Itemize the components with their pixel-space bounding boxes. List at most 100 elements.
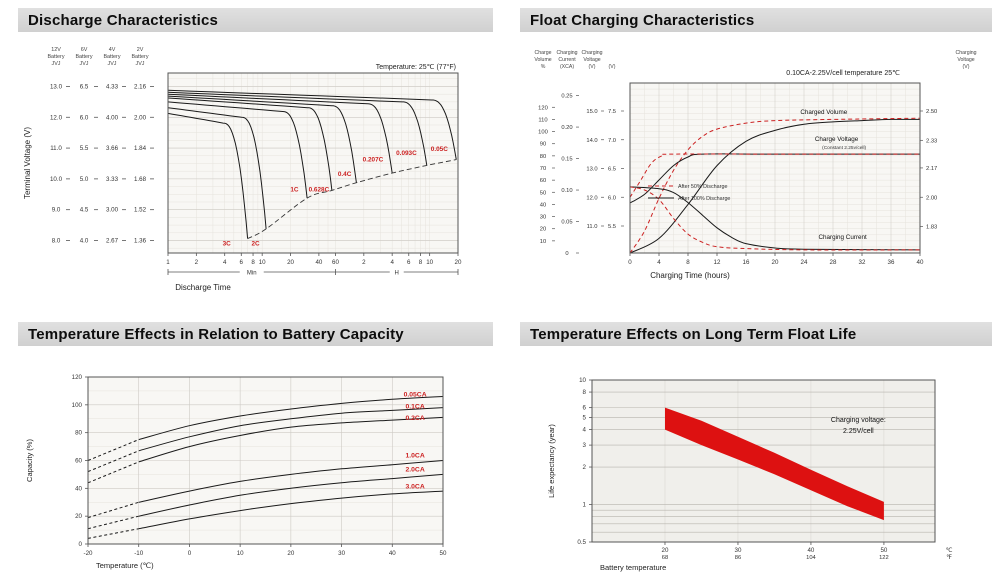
y-axis-header: (V) bbox=[609, 64, 616, 70]
x-tick-label: 1 bbox=[166, 259, 170, 266]
y-tick-label: 7.5 bbox=[608, 109, 616, 115]
unit-label-bg bbox=[239, 268, 264, 276]
x-tick-label: 0 bbox=[188, 550, 192, 557]
rate-label-0.4C: 0.4C bbox=[338, 171, 352, 178]
rate-label-2C: 2C bbox=[251, 240, 260, 247]
plot-border bbox=[167, 72, 459, 254]
curve-charge-voltage-100 bbox=[629, 153, 921, 204]
y-tick-label: 6.0 bbox=[80, 114, 89, 121]
x-tick-label: 30 bbox=[338, 550, 345, 557]
y-tick-label: 8 bbox=[583, 389, 587, 396]
y-axis-header: (XCA) bbox=[560, 64, 574, 70]
legend-label: After 50% Discharge bbox=[678, 184, 727, 190]
temperature-note: Temperature: 25℃ (77°F) bbox=[376, 63, 456, 71]
x-tick-label: 40 bbox=[315, 259, 322, 266]
y-tick-label: 20 bbox=[540, 227, 546, 233]
x-unit-hour: H bbox=[395, 271, 399, 277]
y-axis-header: 2V bbox=[137, 47, 144, 53]
curve-1.0CA bbox=[138, 460, 444, 503]
section-float-life: Temperature Effects on Long Term Float L… bbox=[520, 322, 992, 582]
section-title-bar: Float Charging Characteristics bbox=[520, 8, 992, 32]
x-tick-label: 8 bbox=[251, 259, 255, 266]
y-tick-label: 1.84 bbox=[134, 145, 147, 152]
x-tick-label: 6 bbox=[407, 259, 411, 266]
y-axis-header: Voltage bbox=[583, 57, 600, 63]
y-tick-label: 13.0 bbox=[50, 83, 63, 90]
float-charging-chart: ChargeVolume%120110100908070605040302010… bbox=[534, 50, 976, 280]
x-tick-label: 4 bbox=[223, 259, 227, 266]
y-axis-header: JVJ bbox=[108, 61, 117, 67]
section-title: Discharge Characteristics bbox=[28, 11, 219, 29]
y-tick-label: 14.0 bbox=[586, 138, 597, 144]
y-tick-label: 0.05 bbox=[561, 220, 572, 226]
y-tick-label: 0.25 bbox=[561, 94, 572, 100]
plot-bg bbox=[168, 73, 458, 253]
y-tick-label: 3.00 bbox=[106, 207, 119, 214]
y-tick-label: 9.0 bbox=[52, 207, 61, 214]
section-temp-capacity: Temperature Effects in Relation to Batte… bbox=[18, 322, 493, 582]
right-axis-header: Voltage bbox=[957, 57, 974, 63]
x-tick-label: 10 bbox=[237, 550, 244, 557]
y-tick-label: 15.0 bbox=[586, 109, 597, 115]
x-tick-label-c: 40 bbox=[807, 547, 814, 554]
x-tick-label: 16 bbox=[743, 259, 750, 266]
y-axis-header: JVJ bbox=[80, 61, 89, 67]
curve-3.0CA bbox=[138, 490, 444, 530]
y-tick-label: 2 bbox=[583, 464, 587, 471]
curve-charging-current-100 bbox=[629, 186, 921, 251]
rate-label-1.0CA: 1.0CA bbox=[405, 453, 424, 460]
y-axis-header: 6V bbox=[81, 47, 88, 53]
y-tick-label: 60 bbox=[540, 178, 546, 184]
rate-label-3C: 3C bbox=[223, 240, 232, 247]
y-axis-header: 12V bbox=[51, 47, 61, 53]
y-tick-label: 100 bbox=[72, 402, 83, 409]
curve-0.05CA-dashed bbox=[87, 439, 139, 461]
y-tick-label: 6 bbox=[583, 405, 587, 412]
curve-0.05CA bbox=[138, 396, 444, 441]
y-axis-header: Battery bbox=[47, 54, 64, 60]
x-tick-label-f: 122 bbox=[879, 555, 889, 561]
y-tick-label: 5 bbox=[583, 414, 587, 421]
x-axis-title: Battery temperature bbox=[600, 563, 666, 572]
rate-label-2.0CA: 2.0CA bbox=[405, 467, 424, 474]
curve-0.2CA-dashed bbox=[87, 461, 139, 484]
x-tick-label-f: 104 bbox=[806, 555, 816, 561]
rate-label-0.05CA: 0.05CA bbox=[404, 391, 427, 398]
section-title: Temperature Effects on Long Term Float L… bbox=[530, 325, 857, 343]
y-tick-label: 1.68 bbox=[134, 176, 147, 183]
x-tick-label: 60 bbox=[332, 259, 339, 266]
x-tick-label: 10 bbox=[259, 259, 266, 266]
curve-0.2CA bbox=[138, 416, 444, 463]
y-tick-label: 12.0 bbox=[586, 195, 597, 201]
discharge-curve-2C bbox=[167, 107, 267, 229]
y-tick-label: 3 bbox=[583, 442, 587, 449]
right-axis-header: Charging bbox=[955, 50, 976, 56]
y-axis-header: JVJ bbox=[136, 61, 145, 67]
x-tick-label: 10 bbox=[426, 259, 433, 266]
y-tick-label: 0.15 bbox=[561, 157, 572, 163]
x-tick-label: 36 bbox=[888, 259, 895, 266]
y-tick-label: 70 bbox=[540, 166, 546, 172]
section-title-bar: Discharge Characteristics bbox=[18, 8, 493, 32]
x-tick-label-f: 68 bbox=[662, 555, 668, 561]
right-tick-label: 2.33 bbox=[926, 138, 937, 144]
discharge-curve-0.628C bbox=[167, 97, 333, 191]
curve-charging-current-50 bbox=[629, 186, 921, 251]
x-tick-label: 2 bbox=[195, 259, 199, 266]
plot-border bbox=[591, 379, 936, 543]
y-tick-label: 12.0 bbox=[50, 114, 63, 121]
y-tick-label: 6.5 bbox=[80, 83, 89, 90]
label-charge-voltage: Charge Voltage bbox=[815, 136, 859, 143]
y-tick-label: 1.36 bbox=[134, 237, 147, 244]
y-tick-label: 80 bbox=[540, 154, 546, 160]
y-tick-label: 40 bbox=[75, 485, 82, 492]
y-axis-header: Charging bbox=[556, 50, 577, 56]
legend-label: After 100% Discharge bbox=[678, 196, 730, 202]
y-tick-label: 10 bbox=[579, 377, 586, 384]
section-title: Temperature Effects in Relation to Batte… bbox=[28, 325, 404, 343]
x-axis-title: Temperature (℃) bbox=[96, 561, 154, 570]
right-axis-header: (V) bbox=[963, 64, 970, 70]
section-float-charging: Float Charging Characteristics Charge Vol… bbox=[520, 8, 992, 310]
y-tick-label: 1 bbox=[583, 502, 587, 509]
y-tick-label: 4.33 bbox=[106, 83, 119, 90]
